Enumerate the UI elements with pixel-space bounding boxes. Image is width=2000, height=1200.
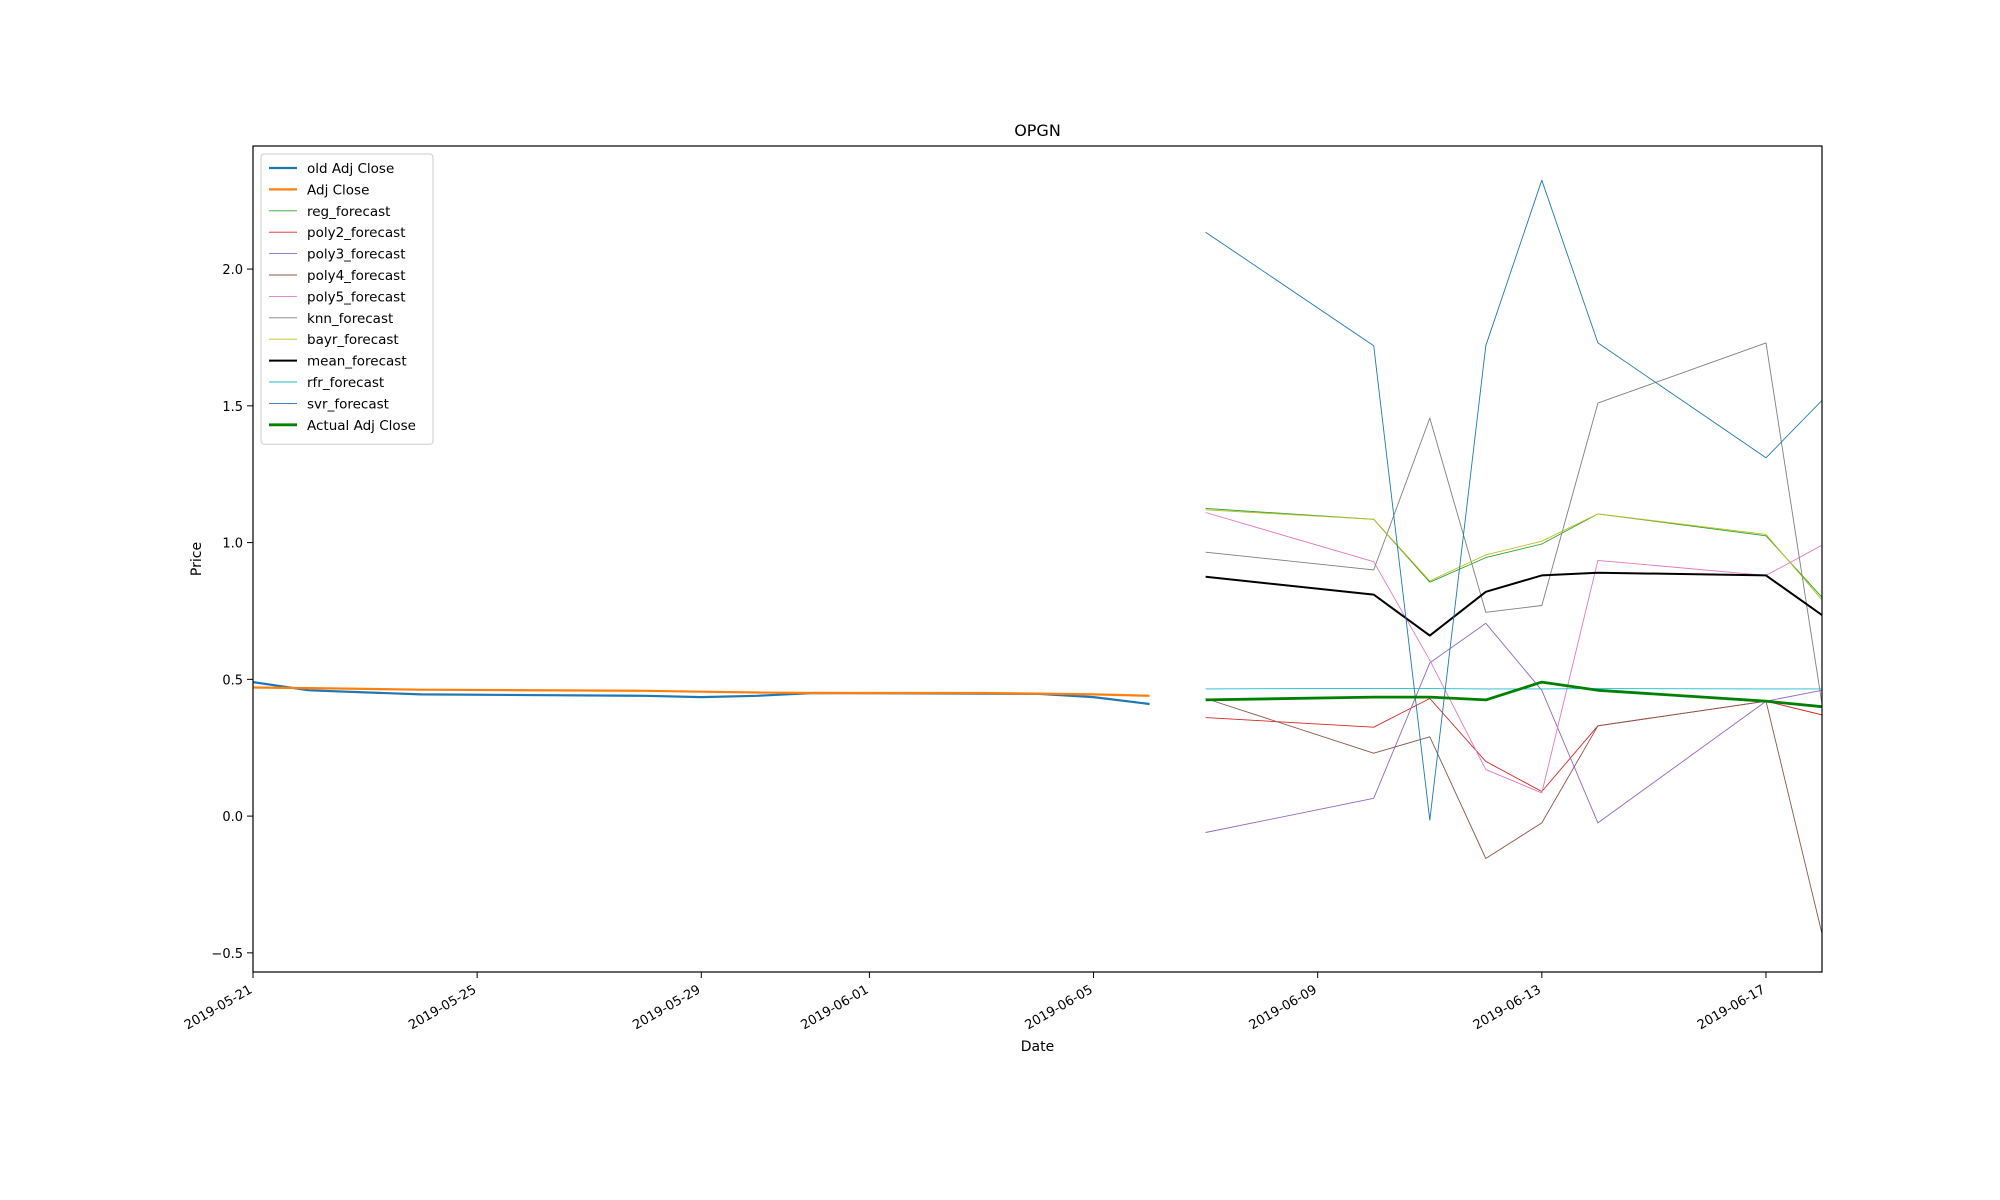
legend-label-svr-forecast: svr_forecast — [307, 396, 389, 412]
legend-label-poly2-forecast: poly2_forecast — [307, 225, 406, 241]
series-line-poly2-forecast — [1205, 698, 1822, 792]
x-tick-label: 2019-05-25 — [406, 982, 479, 1033]
x-tick-label: 2019-06-09 — [1247, 982, 1320, 1033]
legend-label-poly3-forecast: poly3_forecast — [307, 247, 406, 263]
series-line-bayr-forecast — [1205, 509, 1822, 601]
legend-label-bayr-forecast: bayr_forecast — [307, 332, 399, 348]
y-tick-label: 0.5 — [222, 673, 243, 688]
legend-label-poly5-forecast: poly5_forecast — [307, 289, 406, 305]
series-line-svr-forecast — [1205, 179, 1822, 821]
x-tick-label: 2019-06-01 — [798, 982, 871, 1033]
legend: old Adj Close Adj Close reg_forecast poly2_… — [260, 153, 434, 445]
series-line-mean-forecast — [1205, 571, 1822, 637]
legend-label-knn-forecast: knn_forecast — [307, 311, 393, 327]
x-axis-label: Date — [1021, 1039, 1054, 1055]
y-axis-label: Price — [189, 542, 205, 576]
plot-frame — [252, 145, 1823, 973]
y-tick-label: −0.5 — [211, 947, 243, 962]
y-axis: −0.5 0.0 0.5 1.0 1.5 2.0 — [211, 263, 253, 962]
x-tick-label: 2019-05-21 — [182, 982, 255, 1033]
chart-title: OPGN — [1014, 121, 1061, 140]
legend-label-adj-close: Adj Close — [307, 182, 369, 198]
series-line-actual-adj-close — [1205, 680, 1822, 709]
series-line-poly5-forecast — [1205, 512, 1822, 794]
legend-label-reg-forecast: reg_forecast — [307, 204, 390, 220]
legend-label-poly4-forecast: poly4_forecast — [307, 268, 406, 284]
legend-box — [260, 153, 434, 445]
y-tick-label: 1.5 — [222, 400, 243, 415]
x-tick-label: 2019-06-17 — [1695, 982, 1768, 1033]
x-axis: 2019-05-21 2019-05-25 2019-05-29 2019-06-01… — [182, 972, 1768, 1033]
legend-label-old-adj-close: old Adj Close — [307, 161, 394, 177]
series-line-poly3-forecast — [1205, 622, 1822, 833]
series-line-poly4-forecast — [1205, 698, 1822, 934]
y-tick-label: 2.0 — [222, 263, 243, 278]
y-tick-label: 0.0 — [222, 810, 243, 825]
x-tick-label: 2019-06-13 — [1471, 982, 1544, 1033]
x-tick-label: 2019-05-29 — [630, 982, 703, 1033]
series-line-adj-close — [253, 686, 1150, 697]
legend-label-mean-forecast: mean_forecast — [307, 354, 407, 370]
y-tick-label: 1.0 — [222, 537, 243, 552]
legend-label-actual-adj-close: Actual Adj Close — [307, 418, 416, 434]
series-line-rfr-forecast — [1205, 687, 1822, 690]
x-tick-label: 2019-06-05 — [1023, 982, 1096, 1033]
legend-label-rfr-forecast: rfr_forecast — [307, 375, 384, 391]
series-layer — [253, 179, 1822, 934]
series-line-knn-forecast — [1205, 342, 1822, 705]
